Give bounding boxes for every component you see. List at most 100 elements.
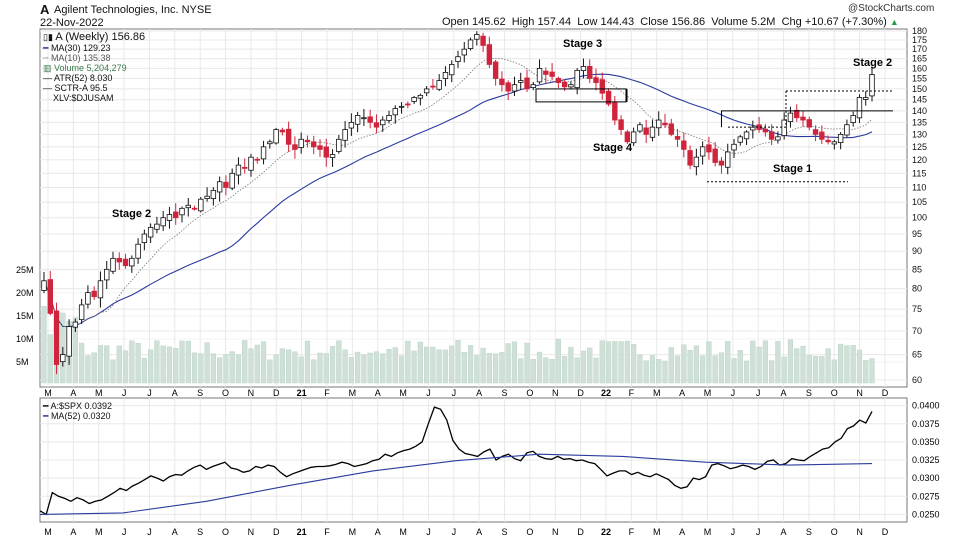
candle-body bbox=[480, 35, 486, 46]
volume-bar bbox=[449, 345, 455, 384]
candle-body bbox=[743, 131, 750, 140]
candle-body bbox=[85, 292, 91, 305]
candle-body bbox=[543, 70, 549, 75]
candle-body bbox=[285, 128, 292, 145]
candle-body bbox=[235, 164, 242, 176]
stage-label: Stage 1 bbox=[773, 163, 812, 175]
month-tick-label: M bbox=[399, 388, 407, 398]
volume-bar bbox=[662, 360, 668, 384]
candle-body bbox=[605, 90, 612, 105]
candle-body bbox=[210, 189, 217, 199]
candle-body bbox=[430, 85, 436, 88]
candle-body bbox=[298, 138, 304, 148]
volume-bar bbox=[656, 359, 662, 384]
volume-bar bbox=[750, 340, 756, 384]
month-tick-label-lower: A bbox=[679, 527, 685, 537]
close-label: Close bbox=[640, 16, 669, 28]
month-tick-label: O bbox=[222, 388, 229, 398]
volume-bar bbox=[612, 341, 618, 384]
price-tick-label: 110 bbox=[912, 182, 926, 192]
candle-body bbox=[160, 217, 166, 227]
candle-body bbox=[643, 127, 649, 135]
line-swatch-icon: ━ bbox=[43, 401, 49, 411]
month-tick-label-lower: J bbox=[426, 527, 431, 537]
line-swatch-icon: — bbox=[43, 83, 52, 93]
legend-sctr-text: SCTR-A 95.5 bbox=[54, 83, 108, 93]
volume-bar bbox=[47, 334, 53, 384]
month-tick-label-lower: J bbox=[452, 527, 457, 537]
candle-body bbox=[819, 131, 825, 140]
volume-bar bbox=[166, 346, 173, 384]
volume-bar bbox=[794, 348, 800, 384]
volume-bar bbox=[223, 354, 229, 384]
volume-bar bbox=[580, 350, 587, 384]
candle-body bbox=[273, 129, 279, 144]
volume-bar bbox=[480, 347, 486, 384]
candle-body bbox=[618, 119, 624, 130]
month-tick-label-lower: A bbox=[476, 527, 482, 537]
candle-body bbox=[216, 181, 223, 193]
month-tick-label: D bbox=[882, 388, 889, 398]
legend-atr-text: ATR(52) 8.030 bbox=[54, 73, 113, 83]
month-tick-label: A bbox=[172, 388, 178, 398]
volume-bar bbox=[204, 342, 210, 384]
candle-body bbox=[524, 77, 530, 90]
price-tick-label: 150 bbox=[912, 84, 927, 94]
candle-body bbox=[373, 122, 380, 128]
candle-body bbox=[411, 97, 417, 102]
ratio-tick-label: 0.0375 bbox=[912, 419, 940, 429]
candle-body bbox=[599, 79, 605, 94]
volume-bar bbox=[430, 346, 436, 384]
legend-ratio-text: A:$SPX 0.0392 bbox=[50, 401, 112, 411]
legend-ratio-ma: ━ MA(52) 0.0320 bbox=[43, 411, 110, 422]
candle-body bbox=[731, 143, 737, 151]
volume-bar bbox=[260, 341, 267, 384]
month-tick-label: J bbox=[731, 388, 736, 398]
candle-body bbox=[637, 124, 643, 132]
volume-bar bbox=[154, 340, 160, 384]
candle-body bbox=[568, 84, 574, 88]
candle-body bbox=[699, 146, 706, 157]
price-tick-label: 160 bbox=[912, 63, 927, 73]
ratio-tick-label: 0.0325 bbox=[912, 455, 940, 465]
candle-body bbox=[474, 34, 480, 40]
candle-body bbox=[725, 151, 731, 168]
candle-body bbox=[398, 105, 405, 108]
candle-body bbox=[66, 326, 72, 357]
candle-body bbox=[536, 68, 543, 83]
candle-body bbox=[718, 160, 725, 166]
volume-bar bbox=[831, 359, 837, 384]
candle-body bbox=[812, 129, 819, 135]
candle-body bbox=[392, 108, 398, 116]
candle-body bbox=[348, 121, 355, 129]
price-tick-label: 105 bbox=[912, 197, 927, 207]
month-tick-label: A bbox=[781, 388, 787, 398]
candle-body bbox=[587, 65, 593, 79]
volume-bar bbox=[524, 342, 530, 384]
price-tick-label: 125 bbox=[912, 142, 927, 152]
volume-bar bbox=[800, 345, 806, 384]
month-tick-label-lower: J bbox=[122, 527, 127, 537]
legend-sctr: — SCTR-A 95.5 bbox=[43, 83, 108, 93]
price-tick-label: 60 bbox=[912, 375, 922, 385]
candle-body bbox=[223, 181, 229, 188]
candle-body bbox=[768, 131, 775, 140]
volume-bar bbox=[518, 358, 524, 384]
month-tick-label-lower: S bbox=[502, 527, 508, 537]
volume-bar bbox=[405, 340, 411, 384]
month-tick-label-lower: M bbox=[399, 527, 407, 537]
candle-body bbox=[499, 78, 505, 86]
month-tick-label: J bbox=[452, 388, 457, 398]
company-title: Agilent Technologies, Inc. NYSE bbox=[54, 4, 212, 16]
up-arrow-icon: ▲ bbox=[889, 17, 899, 27]
candle-body bbox=[831, 141, 838, 145]
candle-body bbox=[47, 279, 53, 314]
candle-body bbox=[775, 136, 781, 141]
candle-body bbox=[687, 150, 693, 166]
legend-atr: — ATR(52) 8.030 bbox=[43, 73, 112, 83]
volume-bar bbox=[279, 348, 285, 384]
candle-body bbox=[825, 139, 831, 143]
volume-bar bbox=[248, 348, 254, 384]
